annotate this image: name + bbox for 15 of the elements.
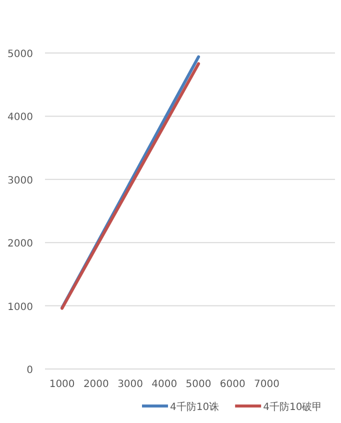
legend-label: 4千防10诛 [170,401,220,413]
legend-label: 4千防10破甲 [263,401,322,413]
x-tick-label: 6000 [220,379,246,390]
x-tick-label: 7000 [254,379,280,390]
y-tick-label: 1000 [8,302,33,313]
x-tick-label: 2000 [83,379,109,390]
y-tick-label: 0 [26,365,33,376]
y-tick-label: 3000 [8,175,33,186]
x-tick-label: 1000 [49,379,75,390]
y-tick-label: 4000 [8,112,33,124]
y-tick-label: 2000 [8,238,33,250]
y-tick-label: 5000 [8,49,33,60]
x-tick-label: 5000 [186,379,212,390]
x-tick-label: 3000 [118,379,144,390]
x-tick-label: 4000 [152,379,178,390]
